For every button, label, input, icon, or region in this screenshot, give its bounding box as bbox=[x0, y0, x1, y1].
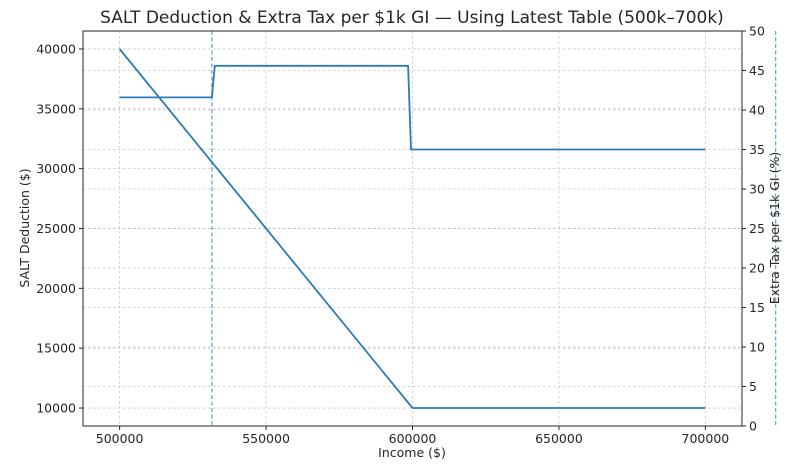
axes: 500000 550000 600000 650000 700000 10000 15000… bbox=[36, 24, 765, 447]
y2-axis-label: Extra Tax per $1k GI (%) bbox=[767, 152, 782, 304]
y2-tick-label: 0 bbox=[749, 419, 757, 434]
extra-tax-line bbox=[119, 64, 706, 151]
x-tick-label: 700000 bbox=[682, 431, 730, 446]
x-tick-label: 550000 bbox=[242, 431, 290, 446]
y2-tick-label: 15 bbox=[749, 300, 765, 315]
y-axis-label: SALT Deduction ($) bbox=[17, 168, 32, 287]
y2-tick-label: 20 bbox=[749, 261, 765, 276]
y-tick-label: 35000 bbox=[36, 101, 76, 116]
y2-tick-label: 10 bbox=[749, 340, 765, 355]
y-tick-label: 15000 bbox=[36, 341, 76, 356]
y-tick-label: 25000 bbox=[36, 221, 76, 236]
y2-tick-label: 45 bbox=[749, 63, 765, 78]
x-tick-label: 500000 bbox=[96, 431, 144, 446]
x-tick-label: 650000 bbox=[535, 431, 583, 446]
chart-title: SALT Deduction & Extra Tax per $1k GI — … bbox=[100, 8, 724, 28]
y2-tick-label: 35 bbox=[749, 142, 765, 157]
y2-tick-label: 40 bbox=[749, 103, 765, 118]
grid bbox=[83, 30, 742, 427]
x-axis-label: Income ($) bbox=[378, 445, 446, 460]
y2-tick-label: 30 bbox=[749, 182, 765, 197]
y-tick-label: 40000 bbox=[36, 41, 76, 56]
y2-tick-label: 5 bbox=[749, 379, 757, 394]
y-tick-label: 20000 bbox=[36, 281, 76, 296]
salt-deduction-line bbox=[118, 48, 706, 409]
y-tick-label: 30000 bbox=[36, 161, 76, 176]
y2-tick-label: 25 bbox=[749, 221, 765, 236]
y2-tick-label: 50 bbox=[749, 24, 765, 39]
series-lines bbox=[118, 48, 706, 409]
y-tick-label: 10000 bbox=[36, 401, 76, 416]
x-tick-label: 600000 bbox=[389, 431, 437, 446]
